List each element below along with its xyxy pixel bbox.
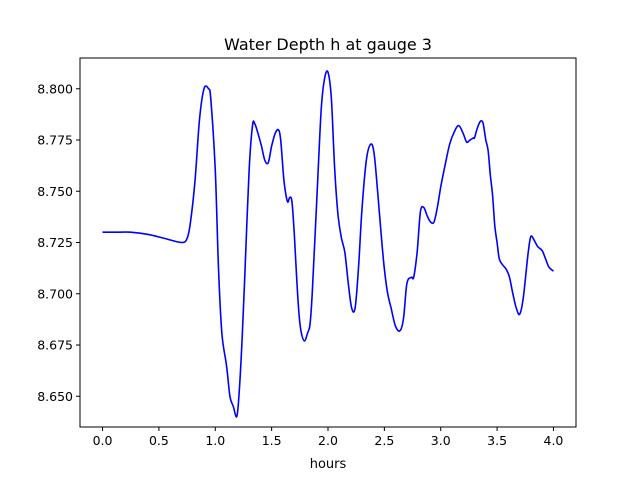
x-tick-label: 0.0: [93, 433, 113, 448]
x-tick-label: 3.0: [431, 433, 451, 448]
x-tick-label: 3.5: [487, 433, 507, 448]
x-tick-label: 2.5: [374, 433, 394, 448]
y-tick-label: 8.800: [37, 81, 73, 96]
y-axis-ticks: 8.650 8.675 8.700 8.725 8.750 8.775 8.800: [37, 81, 80, 404]
x-tick-label: 2.0: [318, 433, 338, 448]
y-tick-label: 8.775: [37, 133, 73, 148]
chart-title: Water Depth h at gauge 3: [224, 35, 432, 54]
y-tick-label: 8.675: [37, 338, 73, 353]
y-tick-label: 8.650: [37, 389, 73, 404]
x-tick-label: 0.5: [149, 433, 169, 448]
y-tick-label: 8.700: [37, 286, 73, 301]
y-tick-label: 8.750: [37, 184, 73, 199]
plot-area: [102, 70, 555, 418]
x-tick-label: 4.0: [544, 433, 564, 448]
x-tick-label: 1.0: [205, 433, 225, 448]
y-tick-label: 8.725: [37, 235, 73, 250]
x-axis-ticks: 0.0 0.5 1.0 1.5 2.0 2.5 3.0 3.5 4.0: [93, 427, 564, 448]
series-line-0: [102, 70, 555, 418]
x-axis-label: hours: [310, 457, 347, 472]
axes-frame: [79, 57, 577, 428]
x-tick-label: 1.5: [262, 433, 282, 448]
